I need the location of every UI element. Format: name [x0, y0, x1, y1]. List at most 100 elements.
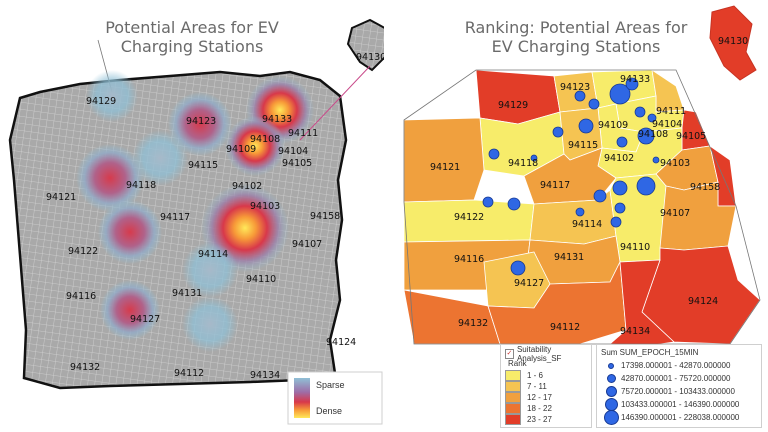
- zip-label: 94122: [454, 212, 484, 223]
- zip-label: 94124: [326, 337, 356, 348]
- zip-label: 94121: [46, 192, 76, 203]
- layer-visibility-checkbox[interactable]: ✓: [505, 348, 514, 359]
- size-legend-item: 146390.000001 - 228038.000000: [601, 410, 757, 425]
- zip-label: 94108: [250, 134, 280, 145]
- zip-label: 94123: [186, 116, 216, 127]
- station-symbol: [647, 113, 657, 123]
- zip-label: 94129: [498, 100, 528, 111]
- ranking-panel: Ranking: Potential Areas for EV Charging…: [384, 0, 768, 432]
- heatmap-title-line2: Charging Stations: [120, 37, 264, 56]
- zip-label: 94116: [454, 254, 484, 265]
- legend-sparse-label: Sparse: [316, 380, 345, 390]
- treasure-island-outline: [346, 18, 384, 72]
- zip-label: 94104: [652, 119, 682, 130]
- heatmap-map: 94130 94129 94123 94133 94111 94109 9410…: [8, 18, 384, 425]
- rank-label: 12 - 17: [527, 393, 552, 402]
- zip-label: 94127: [130, 314, 160, 325]
- zip-label: 94123: [560, 82, 590, 93]
- zip-label: 94124: [688, 296, 718, 307]
- ranking-title-line1: Ranking: Potential Areas for: [464, 18, 688, 37]
- rank-label: 1 - 6: [527, 371, 544, 380]
- station-symbol: [530, 154, 538, 162]
- zip-label: 94109: [226, 144, 256, 155]
- bay-bridge-line: [299, 65, 371, 141]
- size-label: 17398.000001 - 42870.000000: [621, 361, 731, 370]
- heat-blob: [86, 70, 138, 122]
- region-94132: [403, 289, 501, 345]
- station-symbol: [588, 98, 600, 110]
- region-94130: [709, 5, 757, 81]
- size-legend-item: 75720.000001 - 103433.000000: [601, 385, 757, 398]
- heat-blob: [225, 116, 285, 176]
- zip-label: 94116: [66, 291, 96, 302]
- heat-blob: [182, 296, 238, 352]
- station-symbol: [612, 180, 628, 196]
- zip-label: 94114: [198, 249, 228, 260]
- heat-blob: [98, 200, 162, 264]
- station-symbol: [593, 189, 607, 203]
- heat-blob: [132, 130, 188, 186]
- station-symbol: [616, 136, 628, 148]
- zip-label: 94108: [638, 129, 668, 140]
- zip-label: 94115: [188, 160, 218, 171]
- size-legend-title: Sum SUM_EPOCH_15MIN: [601, 348, 699, 357]
- zip-label: 94111: [656, 106, 686, 117]
- station-symbol: [652, 156, 660, 164]
- zip-label: 94105: [676, 131, 706, 142]
- station-symbol: [482, 196, 494, 208]
- heatmap-title-line1: Potential Areas for EV: [105, 18, 279, 37]
- rank-label: 18 - 22: [527, 404, 552, 413]
- size-symbol: [603, 410, 619, 425]
- size-legend-rows: 17398.000001 - 42870.000000 42870.000001 …: [601, 359, 757, 425]
- heat-blob: [100, 280, 160, 340]
- zip-label: 94111: [288, 128, 318, 139]
- zip-label: 94103: [660, 158, 690, 169]
- zip-label: 94132: [70, 362, 100, 373]
- zip-label: 94130: [356, 52, 384, 63]
- zip-label: 94117: [540, 180, 570, 191]
- ranking-map: 94130 94129 94123 94133 94111 94109 9410…: [403, 5, 761, 347]
- zip-label: 94134: [250, 370, 280, 381]
- ranking-title: Ranking: Potential Areas for EV Charging…: [384, 18, 768, 56]
- size-symbol: [606, 374, 616, 383]
- station-symbol: [578, 118, 594, 134]
- zip-label: 94112: [550, 322, 580, 333]
- zip-label: 94133: [620, 74, 650, 85]
- zip-label: 94107: [660, 208, 690, 219]
- heat-legend-ramp: [294, 378, 310, 418]
- zip-label: 94103: [250, 201, 280, 212]
- legend-dense-label: Dense: [316, 406, 342, 416]
- zip-label: 94131: [172, 288, 202, 299]
- rank-swatch: [505, 392, 521, 403]
- zip-label: 94118: [126, 180, 156, 191]
- zip-label: 94102: [232, 181, 262, 192]
- zip-label: 94115: [568, 140, 598, 151]
- zip-label: 94114: [572, 219, 602, 230]
- zip-label: 94132: [458, 318, 488, 329]
- heat-blob: [76, 144, 144, 212]
- rank-legend: ✓ Suitability Analysis_SF Rank 1 - 6 7 - …: [500, 344, 592, 428]
- zip-label: 94129: [86, 96, 116, 107]
- station-symbol: [574, 90, 586, 102]
- rank-legend-field: Rank: [508, 359, 527, 368]
- zip-label: 94130: [718, 36, 748, 47]
- rank-swatch: [505, 370, 521, 381]
- city-outline: [403, 69, 761, 345]
- zip-label: 94133: [262, 114, 292, 125]
- station-symbol: [507, 197, 521, 211]
- rank-legend-item: 23 - 27: [505, 414, 587, 425]
- station-symbol: [609, 83, 631, 105]
- rank-swatch: [505, 414, 521, 425]
- rank-legend-item: 1 - 6: [505, 370, 587, 381]
- zip-label: 94158: [310, 211, 340, 222]
- station-symbol: [625, 77, 639, 91]
- heat-blob: [182, 242, 238, 298]
- zip-label: 94121: [430, 162, 460, 173]
- size-legend-item: 17398.000001 - 42870.000000: [601, 359, 757, 372]
- zip-label: 94118: [508, 158, 538, 169]
- rank-legend-item: 12 - 17: [505, 392, 587, 403]
- zip-label: 94109: [598, 120, 628, 131]
- zip-label: 94134: [620, 326, 650, 337]
- rank-legend-layer-name: Suitability Analysis_SF: [516, 344, 562, 363]
- rank-legend-item: 7 - 11: [505, 381, 587, 392]
